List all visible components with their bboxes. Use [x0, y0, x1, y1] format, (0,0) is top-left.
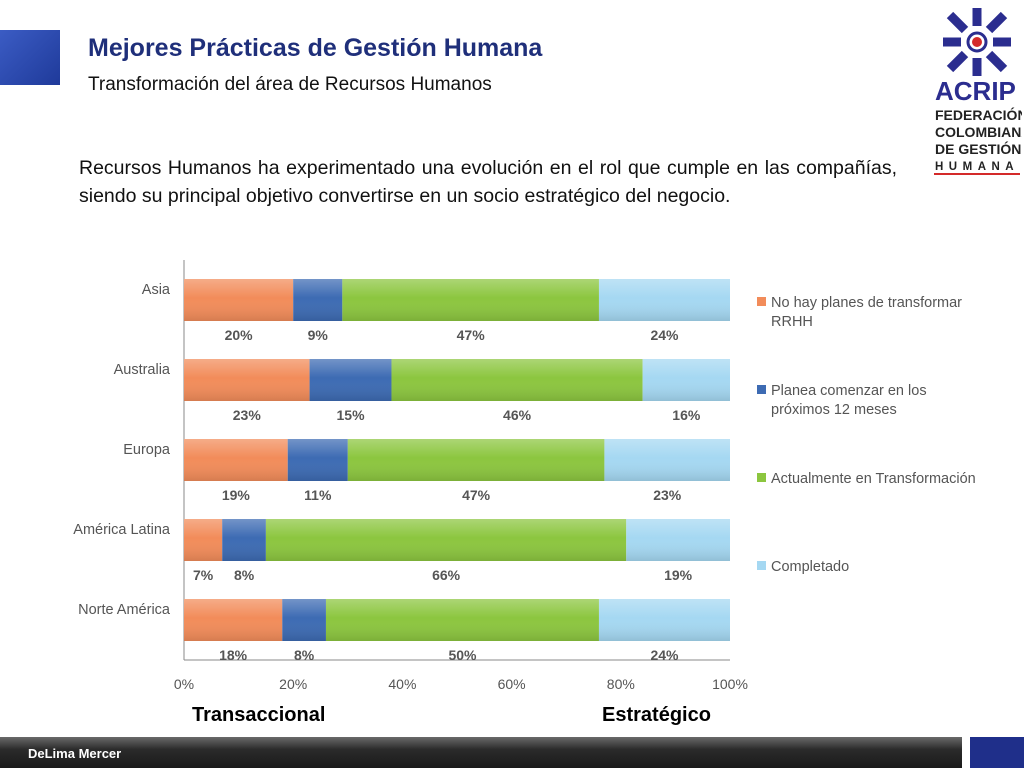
acrip-logo: ACRIP FEDERACIÓN COLOMBIANA DE GESTIÓN H… [932, 4, 1024, 180]
legend-swatch-2 [757, 385, 766, 394]
x-tick-label: 20% [279, 676, 307, 692]
chart-tick-labels: 0% 20% 40% 60% 80% 100% [174, 676, 748, 692]
data-label-australia-3: 46% [503, 407, 532, 423]
data-label-europa-4: 23% [653, 487, 682, 503]
x-tick-label: 0% [174, 676, 194, 692]
acrip-logo-icon: ACRIP FEDERACIÓN COLOMBIANA DE GESTIÓN H… [934, 8, 1024, 175]
footer-text: DeLima Mercer [28, 746, 122, 761]
data-label-asia-3: 47% [457, 327, 486, 343]
bar-asia-4-shade [598, 279, 730, 321]
chart-category-labels: Asia Australia Europa América Latina Norte A… [73, 282, 171, 618]
logo-line-4: HUMANA [935, 161, 1019, 173]
bar-europa-2-shade [287, 439, 348, 481]
footer-divider [962, 737, 970, 768]
data-label-europa-1: 19% [222, 487, 251, 503]
data-label-asia-4: 24% [650, 327, 679, 343]
chart-legend: No hay planes de transformar RRHH Planea c… [757, 295, 976, 575]
corner-accent-square [0, 30, 60, 85]
bar-norte-america-2-shade [282, 599, 326, 641]
chart-bars [184, 279, 730, 641]
stacked-bar-chart: 20% 9% 47% 24% 23% 15% 46% 16% 19% 11% 47% 23% 7% 8% 6… [73, 260, 976, 692]
data-label-norte-america-3: 50% [448, 647, 477, 663]
data-label-asia-2: 9% [308, 327, 329, 343]
axis-label-transaccional: Transaccional [192, 704, 326, 726]
category-label-asia: Asia [142, 282, 171, 298]
legend-swatch-1 [757, 297, 766, 306]
footer-accent-block [970, 737, 1024, 768]
logo-name: ACRIP [935, 76, 1016, 106]
data-label-norte-america-1: 18% [219, 647, 248, 663]
bar-europa-1-shade [184, 439, 288, 481]
page-subtitle: Transformación del área de Recursos Huma… [88, 74, 492, 95]
data-label-norte-america-2: 8% [294, 647, 315, 663]
data-label-america-latina-4: 19% [664, 567, 693, 583]
logo-line-2: COLOMBIANA [935, 124, 1022, 140]
data-label-america-latina-3: 66% [432, 567, 461, 583]
chart-data-labels: 20% 9% 47% 24% 23% 15% 46% 16% 19% 11% 47% 23% 7% 8% 6… [193, 327, 701, 663]
bar-asia-2-shade [293, 279, 343, 321]
legend-label-3: Actualmente en Transformación [771, 471, 976, 487]
bar-norte-america-3-shade [325, 599, 599, 641]
bar-europa-4-shade [604, 439, 730, 481]
footer-bar: DeLima Mercer [0, 737, 1024, 768]
data-label-australia-1: 23% [233, 407, 262, 423]
data-label-australia-4: 16% [672, 407, 701, 423]
legend-label-1: No hay planes de transformar RRHH [771, 295, 962, 330]
category-label-norte-america: Norte América [78, 602, 171, 618]
bar-australia-3-shade [391, 359, 643, 401]
category-label-australia: Australia [114, 362, 171, 378]
bar-america-latina-4-shade [626, 519, 730, 561]
x-tick-label: 80% [607, 676, 635, 692]
logo-line-3: DE GESTIÓN [935, 140, 1021, 157]
data-label-europa-3: 47% [462, 487, 491, 503]
data-label-america-latina-1: 7% [193, 567, 214, 583]
category-label-europa: Europa [123, 442, 171, 458]
logo-line-1: FEDERACIÓN [935, 106, 1022, 123]
bar-asia-1-shade [184, 279, 294, 321]
data-label-norte-america-4: 24% [650, 647, 679, 663]
bar-norte-america-4-shade [598, 599, 730, 641]
intro-paragraph: Recursos Humanos ha experimentado una ev… [79, 157, 897, 207]
legend-swatch-4 [757, 561, 766, 570]
bar-europa-3-shade [347, 439, 605, 481]
bar-australia-1-shade [184, 359, 310, 401]
x-tick-label: 100% [712, 676, 748, 692]
category-label-america-latina: América Latina [73, 522, 171, 538]
bar-asia-3-shade [342, 279, 599, 321]
x-tick-label: 60% [498, 676, 526, 692]
data-label-europa-2: 11% [304, 487, 332, 503]
legend-swatch-3 [757, 473, 766, 482]
bar-australia-4-shade [642, 359, 730, 401]
bar-america-latina-1-shade [184, 519, 223, 561]
legend-label-4: Completado [771, 559, 849, 575]
axis-label-estrategico: Estratégico [602, 704, 711, 726]
data-label-australia-2: 15% [337, 407, 366, 423]
bar-australia-2-shade [309, 359, 392, 401]
bar-norte-america-1-shade [184, 599, 283, 641]
data-label-america-latina-2: 8% [234, 567, 255, 583]
bar-america-latina-3-shade [265, 519, 627, 561]
data-label-asia-1: 20% [225, 327, 254, 343]
legend-label-2: Planea comenzar en los próximos 12 meses [771, 383, 927, 418]
x-tick-label: 40% [388, 676, 416, 692]
page-title: Mejores Prácticas de Gestión Humana [88, 34, 543, 62]
bar-america-latina-2-shade [222, 519, 266, 561]
